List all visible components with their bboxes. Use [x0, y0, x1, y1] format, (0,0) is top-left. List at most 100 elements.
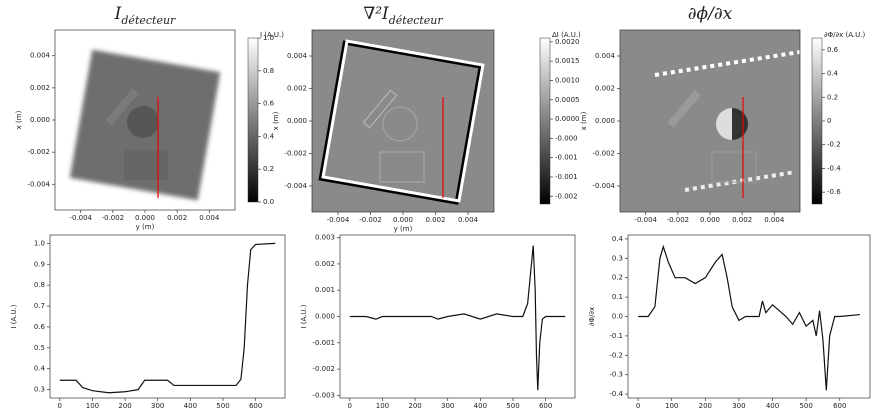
- colorbar-label: ΔI (A.U.): [552, 31, 581, 39]
- x-tick-label: 300: [151, 402, 164, 410]
- x-tick-label: 0: [58, 402, 62, 410]
- chart-title: ∇²Idétecteur: [363, 4, 443, 27]
- x-tick-label: 200: [699, 402, 712, 410]
- y-tick-label: -0.2: [609, 351, 623, 359]
- colorbar-tick-label: -0.2: [827, 141, 841, 149]
- y-axis-label: ∂Φ/∂x: [588, 307, 596, 326]
- colorbar-tick-label: 0.0: [263, 198, 274, 206]
- y-axis-label: I (A.U.): [10, 304, 18, 328]
- y-tick-label: -0.001: [312, 339, 335, 347]
- y-tick-label: 0.0: [612, 313, 623, 321]
- colorbar-tick-label: 0.0015: [555, 57, 580, 65]
- y-tick-label: 0.004: [287, 52, 308, 60]
- y-tick-label: -0.4: [609, 390, 623, 398]
- y-tick-label: -0.004: [284, 182, 307, 190]
- colorbar: [247, 37, 259, 203]
- data-line: [59, 242, 276, 394]
- colorbar: [811, 37, 823, 205]
- y-axis-label: x (m): [272, 111, 280, 130]
- x-tick-label: 100: [86, 402, 99, 410]
- chart-title: ∂ϕ/∂x: [688, 4, 733, 24]
- colorbar-tick-label: 0.8: [263, 67, 274, 75]
- x-tick-label: -0.002: [359, 216, 382, 224]
- x-tick-label: 0.002: [732, 216, 752, 224]
- title-main: I: [114, 4, 122, 24]
- y-tick-label: 0.4: [612, 235, 624, 243]
- x-tick-label: 100: [376, 402, 389, 410]
- y-tick-label: -0.002: [592, 150, 615, 158]
- y-tick-label: 0.000: [315, 313, 335, 321]
- y-tick-label: 0.002: [315, 260, 335, 268]
- y-tick-label: 0.004: [595, 52, 616, 60]
- colorbar-tick-label: 0.4: [263, 132, 275, 140]
- y-tick-label: 1.0: [34, 239, 45, 247]
- x-tick-label: 500: [506, 402, 519, 410]
- colorbar-tick-label: -0.001: [555, 154, 578, 162]
- image-1: [55, 30, 235, 210]
- x-tick-label: 0: [348, 402, 352, 410]
- y-tick-label: -0.002: [312, 365, 335, 373]
- x-tick-label: 600: [833, 402, 846, 410]
- colorbar-tick-label: -0.4: [827, 164, 841, 172]
- x-tick-label: -0.004: [69, 214, 92, 222]
- x-tick-label: 0.002: [425, 216, 445, 224]
- x-tick-label: 200: [408, 402, 421, 410]
- x-tick-label: 0.000: [135, 214, 155, 222]
- y-tick-label: -0.004: [592, 182, 615, 190]
- colorbar-tick-label: 0.0005: [555, 96, 580, 104]
- colorbar: [539, 37, 551, 205]
- y-tick-label: 0.002: [30, 84, 50, 92]
- y-tick-label: 0.8: [34, 281, 45, 289]
- x-tick-label: 0.000: [700, 216, 720, 224]
- title-sub: détecteur: [121, 14, 176, 27]
- x-tick-label: 200: [118, 402, 131, 410]
- x-tick-label: -0.004: [634, 216, 657, 224]
- title-main: ∇²I: [363, 4, 389, 24]
- y-axis-label: x (m): [15, 110, 23, 129]
- colorbar-tick-label: 0.0000: [555, 115, 580, 123]
- chart-title: Idétecteur: [114, 4, 176, 27]
- y-tick-label: 0.1: [612, 293, 623, 301]
- title-sub: détecteur: [389, 14, 444, 27]
- colorbar-tick-label: 1.0: [263, 34, 274, 42]
- colorbar-tick-label: -0.000: [555, 134, 578, 142]
- x-tick-label: 100: [665, 402, 678, 410]
- y-tick-label: -0.002: [27, 148, 50, 156]
- y-tick-label: 0.004: [30, 52, 51, 60]
- y-tick-label: 0.002: [595, 85, 615, 93]
- y-tick-label: 0.000: [30, 116, 50, 124]
- x-tick-label: 0.004: [458, 216, 479, 224]
- x-axis-label: y (m): [136, 223, 155, 231]
- x-tick-label: 400: [184, 402, 197, 410]
- colorbar-tick-label: 0.2: [263, 165, 274, 173]
- colorbar-label: I (A.U.): [260, 31, 284, 39]
- colorbar-tick-label: 0.0020: [555, 38, 580, 46]
- y-axis-label: x (m): [580, 111, 588, 130]
- plot-frame: [49, 234, 286, 399]
- x-tick-label: 0: [636, 402, 640, 410]
- colorbar-tick-label: 0.2: [827, 93, 838, 101]
- y-tick-label: 0.2: [612, 274, 623, 282]
- colorbar-tick-label: -0.6: [827, 188, 841, 196]
- colorbar-tick-label: 0.6: [827, 46, 839, 54]
- colorbar-tick-label: 0.0010: [555, 76, 580, 84]
- x-axis-label: y (m): [394, 225, 413, 233]
- y-tick-label: -0.003: [312, 391, 335, 399]
- y-tick-label: 0.3: [612, 254, 623, 262]
- y-tick-label: 0.003: [315, 234, 335, 242]
- y-tick-label: 0.000: [287, 117, 307, 125]
- x-tick-label: 0.000: [393, 216, 413, 224]
- colorbar-label: ∂Φ/∂x (A.U.): [824, 31, 865, 39]
- image-2: [312, 30, 494, 212]
- x-tick-label: 0.002: [167, 214, 187, 222]
- x-tick-label: -0.002: [102, 214, 125, 222]
- x-tick-label: -0.002: [667, 216, 690, 224]
- colorbar-tick-label: 0.4: [827, 70, 839, 78]
- y-tick-label: 0.002: [287, 85, 307, 93]
- y-tick-label: -0.002: [284, 150, 307, 158]
- y-tick-label: 0.7: [34, 302, 45, 310]
- y-tick-label: 0.000: [595, 117, 615, 125]
- x-tick-label: 500: [799, 402, 812, 410]
- plot-frame: [339, 234, 576, 399]
